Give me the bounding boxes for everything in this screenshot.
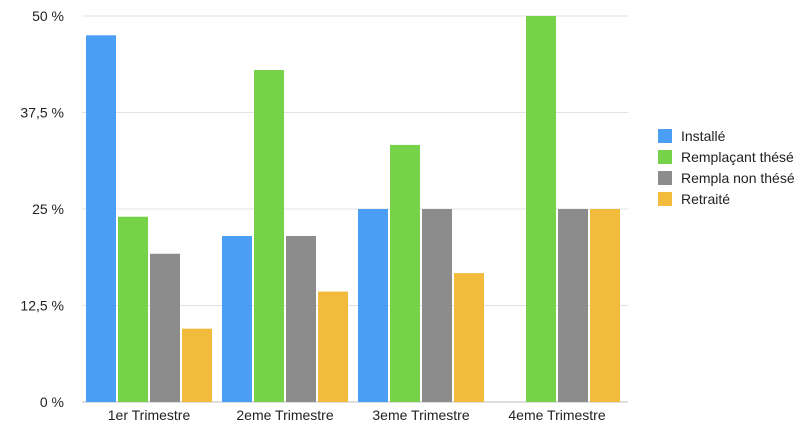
y-axis-tick-labels: 0 % 12,5 % 25 % 37,5 % 50 % xyxy=(20,8,64,410)
bar-retrait--3 xyxy=(454,273,484,402)
bar-install--2 xyxy=(222,236,252,402)
x-tick-label: 2eme Trimestre xyxy=(236,407,333,423)
x-tick-label: 1er Trimestre xyxy=(108,407,191,423)
bar-retrait--4 xyxy=(590,209,620,402)
bar-install--3 xyxy=(358,209,388,402)
y-tick-label: 25 % xyxy=(32,201,64,217)
bar-rempla-ant-th-s--1 xyxy=(118,216,148,402)
bar-retrait--1 xyxy=(182,328,212,402)
bar-rempla-ant-th-s--2 xyxy=(254,70,284,402)
bar-rempla-ant-th-s--4 xyxy=(526,16,556,402)
bar-rempla-ant-th-s--3 xyxy=(390,144,420,402)
bars xyxy=(86,16,620,403)
legend: Installé Remplaçant thésé Rempla non thésé… xyxy=(658,128,795,207)
y-tick-label: 50 % xyxy=(32,8,64,24)
legend-label: Retraité xyxy=(681,191,730,207)
bar-retrait--2 xyxy=(318,291,348,402)
x-tick-label: 3eme Trimestre xyxy=(372,407,469,423)
bar-rempla-non-th-s--3 xyxy=(422,209,452,402)
legend-swatch xyxy=(658,129,672,143)
legend-swatch xyxy=(658,171,672,185)
bar-rempla-non-th-s--4 xyxy=(558,209,588,402)
legend-swatch xyxy=(658,150,672,164)
x-axis-tick-labels: 1er Trimestre 2eme Trimestre 3eme Trimestr… xyxy=(108,407,606,423)
x-tick-label: 4eme Trimestre xyxy=(508,407,605,423)
bar-rempla-non-th-s--2 xyxy=(286,236,316,402)
y-tick-label: 0 % xyxy=(40,394,64,410)
bar-rempla-non-th-s--1 xyxy=(150,253,180,402)
legend-label: Rempla non thésé xyxy=(681,170,795,186)
y-tick-label: 12,5 % xyxy=(20,298,64,314)
legend-label: Installé xyxy=(681,128,726,144)
legend-swatch xyxy=(658,192,672,206)
bar-install--1 xyxy=(86,35,116,403)
legend-label: Remplaçant thésé xyxy=(681,149,794,165)
y-tick-label: 37,5 % xyxy=(20,105,64,121)
